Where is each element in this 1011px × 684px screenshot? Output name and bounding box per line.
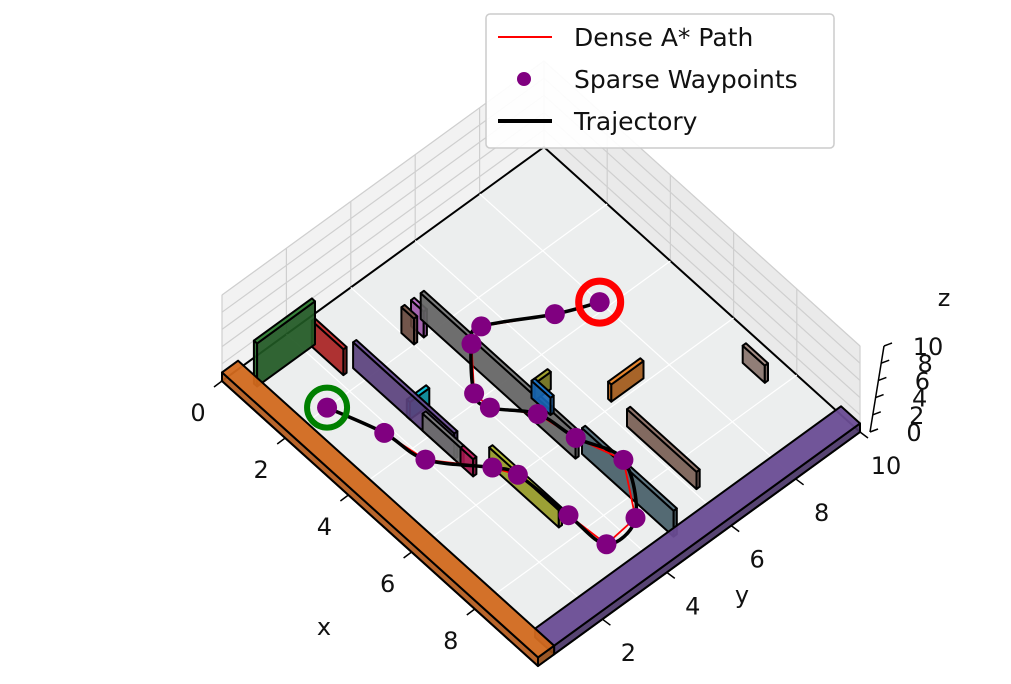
waypoint — [464, 383, 485, 404]
grid-line — [221, 112, 545, 348]
y-tick — [795, 478, 805, 486]
start-goal-markers — [304, 277, 625, 431]
legend-trajectory-label: Trajectory — [573, 107, 698, 136]
y-tick — [730, 524, 740, 533]
wall-top — [352, 339, 459, 435]
y-tick — [859, 431, 869, 439]
wall — [626, 405, 701, 491]
waypoint — [527, 404, 548, 425]
y-tick-label: 2 — [621, 639, 636, 667]
y-tick — [666, 571, 676, 580]
y-tick-label: 6 — [750, 546, 765, 574]
sparse-waypoints — [317, 292, 646, 555]
z-axis-label: z — [938, 284, 951, 312]
wall — [400, 303, 419, 346]
wall — [530, 377, 555, 416]
start-marker — [304, 384, 351, 431]
waypoint — [589, 292, 610, 313]
legend-dense-path-label: Dense A* Path — [574, 23, 753, 52]
legend-frame — [485, 13, 835, 149]
waypoint — [625, 507, 646, 528]
y-tick — [601, 618, 611, 626]
waypoint — [374, 422, 395, 443]
waypoint — [507, 464, 528, 485]
grid-line — [543, 129, 861, 416]
y-tick-label: 4 — [685, 592, 700, 620]
floor-grid-line — [414, 240, 732, 527]
y-axis-label: y — [735, 581, 749, 609]
wall-top — [741, 342, 769, 367]
wall-top — [459, 444, 478, 461]
z-tick-label: 8 — [918, 350, 933, 378]
waypoint — [461, 333, 482, 354]
x-tick-label: 0 — [190, 399, 205, 427]
wall — [607, 357, 645, 403]
waypoint — [613, 449, 634, 470]
wall-face — [413, 315, 419, 346]
z-tick — [883, 342, 893, 347]
x-tick-label: 2 — [254, 456, 269, 484]
legend-waypoints-label: Sparse Waypoints — [574, 65, 798, 94]
waypoint — [544, 304, 565, 325]
x-tick — [466, 608, 476, 616]
wall — [741, 342, 769, 384]
z-tick-label: 4 — [912, 385, 927, 413]
waypoint — [471, 316, 492, 337]
wall-top — [626, 405, 701, 473]
legend-waypoints-swatch — [517, 72, 531, 86]
z-tick — [880, 359, 890, 364]
wall-top — [530, 377, 555, 399]
wall — [221, 359, 556, 667]
x-axis-label: x — [317, 613, 331, 641]
z-tick-label: 6 — [915, 367, 930, 395]
z-tick — [878, 376, 887, 382]
floor-grid-line — [285, 333, 603, 620]
legend: Dense A* Path Sparse Waypoints Trajector… — [485, 13, 835, 149]
waypoint — [317, 397, 338, 418]
x-tick-label: 4 — [317, 513, 332, 541]
wall — [459, 444, 478, 478]
waypoint — [482, 457, 503, 478]
x-tick — [213, 380, 223, 388]
z-tick — [869, 428, 879, 433]
z-tick — [872, 411, 882, 416]
x-tick — [339, 494, 349, 502]
grid-line — [543, 112, 861, 399]
x-tick — [403, 551, 413, 559]
wall-top — [221, 359, 556, 659]
goal-marker — [575, 277, 625, 327]
wall-top — [252, 297, 316, 345]
z-tick-label: 0 — [906, 419, 921, 447]
wall-top — [607, 357, 645, 386]
z-tick-label: 2 — [909, 402, 924, 430]
waypoint — [596, 534, 617, 555]
y-tick-label: 8 — [814, 499, 829, 527]
waypoint — [565, 427, 586, 448]
wall-face — [342, 346, 348, 377]
x-tick — [276, 437, 286, 445]
waypoint — [558, 505, 579, 526]
wall-top — [400, 303, 419, 320]
z-tick-label: 10 — [913, 333, 944, 361]
waypoint — [415, 449, 436, 470]
floor-grid-line — [479, 193, 797, 480]
z-axis-line — [869, 345, 885, 433]
y-tick-label: 10 — [871, 452, 902, 480]
x-tick-label: 6 — [380, 570, 395, 598]
waypoint — [479, 397, 500, 418]
z-tick — [875, 393, 884, 399]
x-tick-label: 8 — [443, 627, 458, 655]
